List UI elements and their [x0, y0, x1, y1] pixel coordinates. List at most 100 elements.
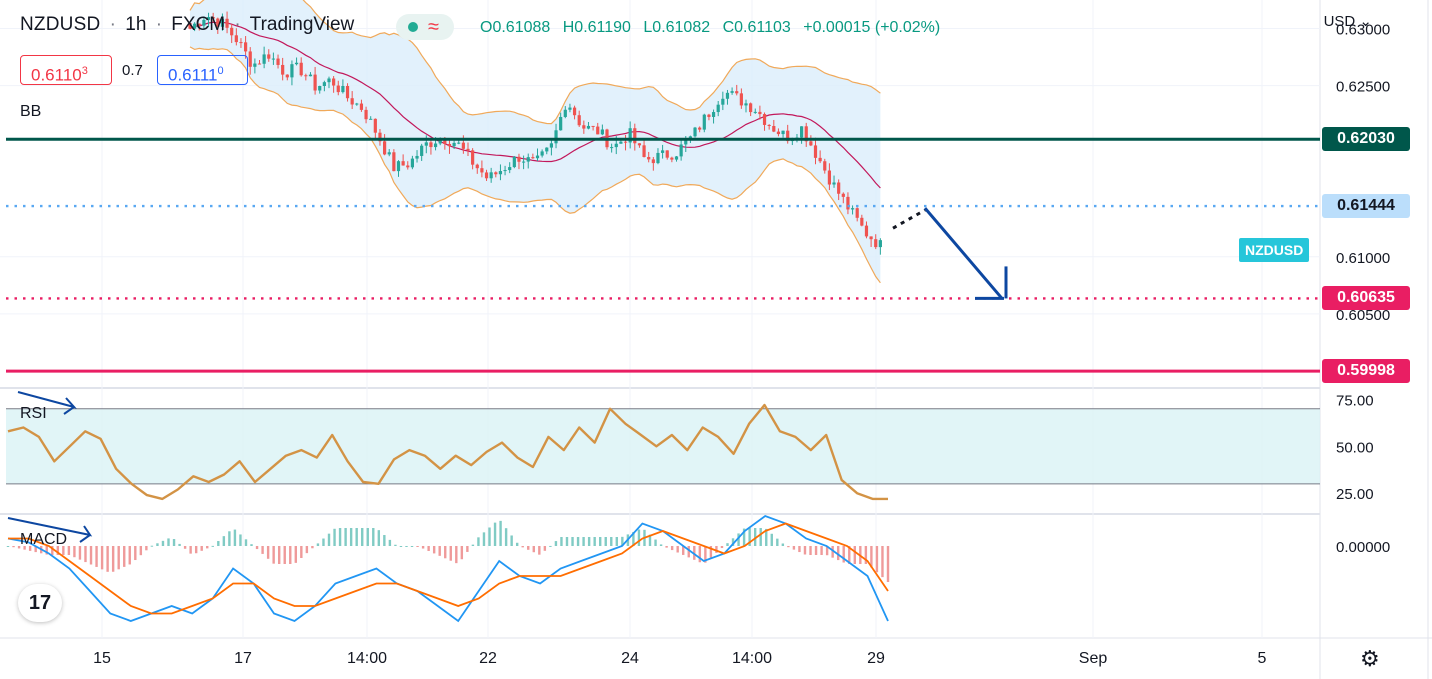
- candle-body: [572, 107, 577, 116]
- candle-body: [248, 51, 252, 67]
- rsi-divergence-arrow: [17, 391, 77, 415]
- candle-body: [216, 18, 220, 27]
- rsi-legend[interactable]: RSI: [20, 405, 47, 422]
- candle-body: [837, 182, 841, 194]
- macd-histogram-bar: [6, 546, 10, 547]
- candle-body: [308, 74, 313, 77]
- candle-body: [809, 141, 813, 146]
- macd-histogram-bar: [128, 546, 131, 565]
- projection-dotted-line: [892, 208, 926, 230]
- buy-price-box[interactable]: 0.61110: [157, 55, 248, 85]
- market-status-pill[interactable]: ≈: [396, 14, 454, 40]
- macd-histogram-bar: [610, 537, 613, 546]
- macd-histogram-bar: [565, 537, 569, 546]
- macd-histogram-bar: [704, 546, 707, 563]
- axis-labels: 0.63000 0.62500 0.61000 0.60500 15 17 14:00 22 2…: [93, 22, 1390, 667]
- macd-histogram-bar: [715, 546, 718, 553]
- candle-body: [535, 155, 540, 159]
- macd-histogram-bar: [449, 546, 452, 561]
- price-tick-label: 0.61000: [1336, 250, 1390, 267]
- symbol-header[interactable]: NZDUSD · 1h · FXCM · TradingView: [20, 14, 355, 35]
- price-tick-label: 0.60500: [1336, 307, 1390, 324]
- symbol-name[interactable]: NZDUSD: [20, 14, 101, 35]
- bb-fill: [190, 0, 881, 283]
- macd-histogram-bar: [211, 545, 214, 547]
- macd-histogram-bar: [753, 528, 757, 546]
- macd-histogram-bar: [659, 544, 663, 546]
- macd-histogram-bar: [748, 528, 751, 546]
- horizontal-levels[interactable]: [6, 137, 1320, 373]
- candle-body: [577, 115, 581, 126]
- candle-body: [336, 85, 340, 93]
- macd-histogram-bar: [593, 537, 596, 546]
- time-tick-label: 22: [479, 650, 497, 667]
- macd-histogram-bar: [726, 543, 729, 546]
- market-open-dot-icon: [408, 22, 418, 32]
- candle-body: [480, 168, 484, 173]
- candle-body: [776, 131, 781, 135]
- bb-legend[interactable]: BB: [20, 103, 42, 120]
- candle-body: [369, 118, 373, 120]
- time-tick-label: 15: [93, 650, 111, 667]
- macd-histogram-bar: [549, 545, 552, 547]
- candle-body: [628, 128, 632, 143]
- macd-histogram-bar: [106, 546, 109, 572]
- sell-price-box[interactable]: 0.61103: [20, 55, 112, 85]
- candle-body: [225, 18, 229, 28]
- macd-histogram-bar: [648, 534, 652, 546]
- currency-selector[interactable]: USD ⌄: [1324, 12, 1372, 30]
- candle-body: [484, 172, 489, 179]
- macd-histogram-bar: [698, 546, 702, 563]
- macd-histogram-bar: [554, 541, 558, 546]
- candle-body: [563, 109, 567, 117]
- macd-histogram-bar: [388, 539, 392, 546]
- ohlc-close: C0.61103: [722, 19, 791, 36]
- rsi-line: [7, 403, 888, 501]
- candle-body: [262, 54, 266, 64]
- macd-histogram-bar: [145, 546, 148, 551]
- candle-body: [522, 161, 526, 163]
- macd-histogram-bar: [311, 546, 314, 549]
- candle-body: [568, 107, 572, 110]
- candle-body: [429, 142, 433, 148]
- candle-body: [721, 98, 725, 105]
- candle-body: [443, 138, 447, 144]
- macd-histogram-bar: [316, 543, 320, 546]
- candle-body: [461, 142, 465, 149]
- macd-histogram-bar: [289, 546, 292, 564]
- macd-histogram-bar: [139, 546, 143, 556]
- macd-legend[interactable]: MACD: [20, 531, 68, 548]
- rsi-band-fill: [6, 408, 1320, 484]
- ask-main: 0.6111: [168, 65, 218, 85]
- macd-histogram-bar: [399, 546, 403, 547]
- macd-histogram-bar: [394, 544, 397, 546]
- macd-histogram-bar: [300, 546, 303, 558]
- macd-histogram-bar: [820, 546, 823, 555]
- candle-body: [786, 130, 790, 142]
- macd-histogram-bar: [244, 539, 248, 546]
- macd-histogram-bar: [410, 546, 414, 547]
- candle-body: [188, 22, 192, 29]
- macd-histogram-bar: [637, 529, 641, 546]
- candle-body: [489, 172, 493, 179]
- macd-histogram-bar: [587, 537, 591, 546]
- macd-histogram-bar: [792, 546, 796, 550]
- macd-histogram-bar: [842, 546, 845, 563]
- macd-histogram-bar: [538, 546, 541, 555]
- drawings[interactable]: [892, 207, 1008, 300]
- candle-body: [735, 91, 739, 94]
- candle-body: [591, 125, 595, 127]
- tradingview-logo-icon[interactable]: 17: [18, 584, 62, 622]
- candle-body: [846, 196, 850, 210]
- data-source: TradingView: [249, 14, 355, 35]
- interval[interactable]: 1h: [125, 14, 147, 35]
- macd-histogram-bar: [111, 546, 115, 572]
- time-tick-label: Sep: [1079, 650, 1108, 667]
- gear-icon[interactable]: ⚙: [1360, 646, 1380, 671]
- candle-body: [373, 118, 377, 133]
- macd-histogram-bar: [471, 544, 475, 546]
- macd-histogram-bar: [781, 543, 785, 546]
- candle-body: [447, 143, 452, 147]
- candle-body: [253, 63, 257, 67]
